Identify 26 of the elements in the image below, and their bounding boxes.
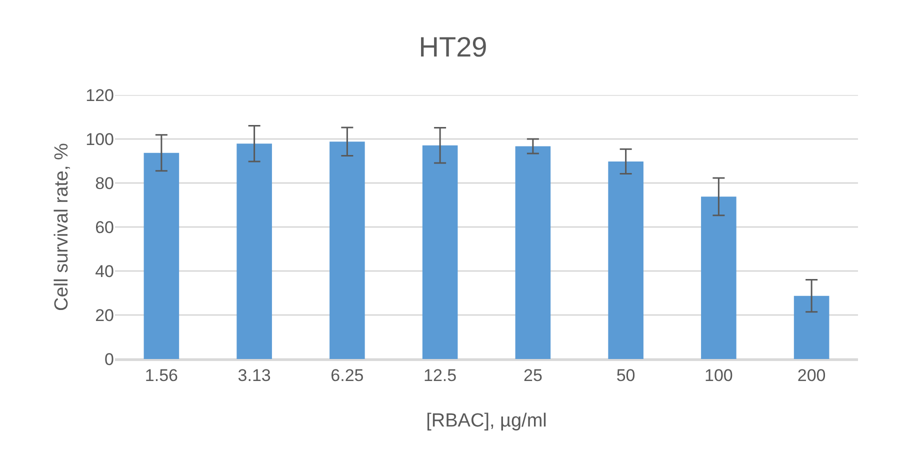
x-tick-label: 50 <box>616 366 636 386</box>
x-axis-title: [RBAC], µg/ml <box>426 410 547 432</box>
x-tick-label: 1.56 <box>144 366 178 386</box>
y-tick-label: 120 <box>86 86 114 105</box>
chart-title: HT29 <box>418 31 488 62</box>
bar <box>422 145 458 359</box>
y-tick-label: 40 <box>95 262 114 281</box>
x-tick-label: 6.25 <box>330 366 364 386</box>
x-tick-label: 200 <box>797 366 826 386</box>
y-tick-label: 20 <box>95 306 114 325</box>
bar <box>701 196 736 359</box>
bar <box>608 161 644 359</box>
y-tick-label: 100 <box>86 130 114 149</box>
bar <box>144 152 180 359</box>
x-tick-label: 3.13 <box>238 366 271 386</box>
x-tick-label: 25 <box>523 366 542 386</box>
y-tick-label: 80 <box>95 174 114 193</box>
bar <box>330 142 365 359</box>
bar <box>794 296 830 359</box>
bar <box>515 146 551 359</box>
y-tick-label: 60 <box>95 218 114 237</box>
x-tick-label: 100 <box>704 366 733 386</box>
x-tick-label: 12.5 <box>424 366 457 386</box>
y-axis-title: Cell survival rate, % <box>51 142 72 311</box>
bar <box>236 144 272 359</box>
y-tick-label: 0 <box>104 350 114 369</box>
